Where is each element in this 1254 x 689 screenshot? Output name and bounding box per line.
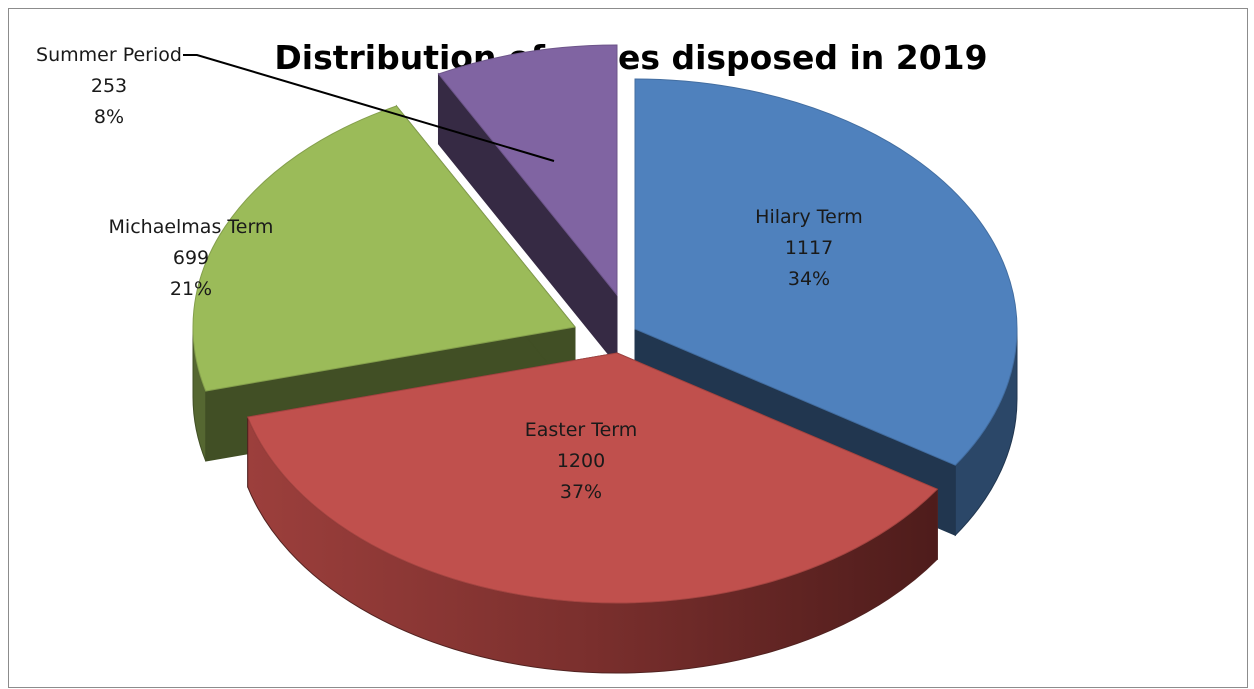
label-percent-easter-term: 37%	[560, 481, 602, 503]
label-name-summer-period: Summer Period	[36, 44, 182, 66]
pie-labels: Hilary Term 1117 34% Easter Term 1200 37% Mich…	[36, 44, 863, 503]
slice-easter-term	[247, 352, 939, 674]
label-value-easter-term: 1200	[557, 450, 605, 472]
label-percent-summer-period: 8%	[94, 106, 124, 128]
chart-title: Distribution of cases disposed in 2019	[274, 38, 987, 77]
pie-chart: Distribution of cases disposed in 2019 H…	[36, 38, 1018, 674]
pie-slices	[192, 44, 1018, 674]
label-value-hilary-term: 1117	[785, 237, 833, 259]
label-name-hilary-term: Hilary Term	[755, 206, 863, 228]
label-value-michaelmas-term: 699	[173, 247, 209, 269]
label-percent-michaelmas-term: 21%	[170, 278, 212, 300]
label-percent-hilary-term: 34%	[788, 268, 830, 290]
label-value-summer-period: 253	[91, 75, 127, 97]
label-name-easter-term: Easter Term	[525, 419, 638, 441]
label-name-michaelmas-term: Michaelmas Term	[109, 216, 274, 238]
slice-summer-period	[437, 44, 618, 367]
chart-frame: Distribution of cases disposed in 2019 H…	[8, 8, 1248, 688]
leader-line-summer-period	[183, 54, 555, 162]
